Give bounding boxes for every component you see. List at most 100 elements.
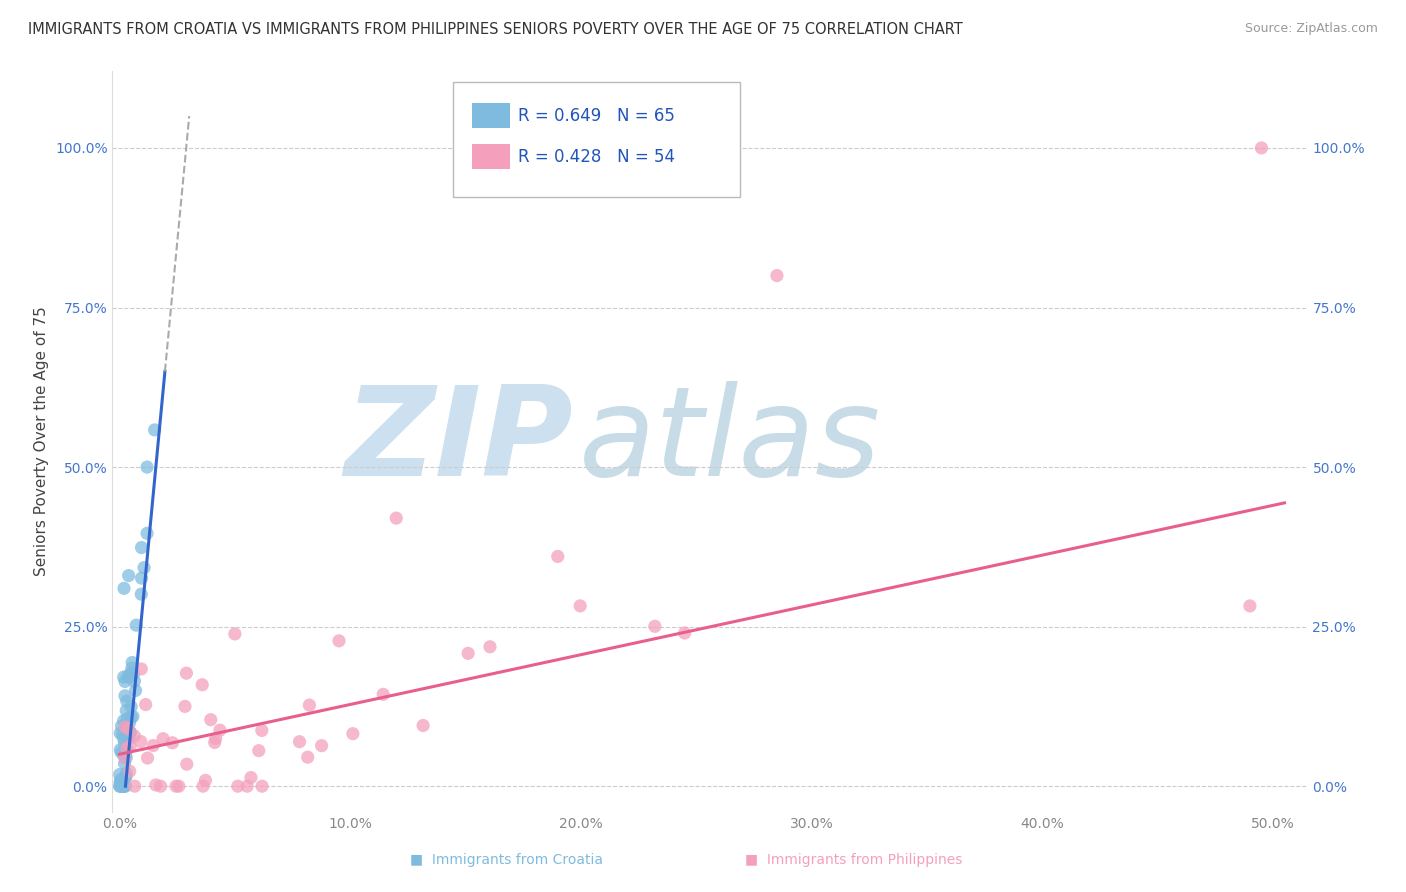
Point <box>112 779 135 793</box>
Point <box>191 779 214 793</box>
Point <box>569 599 592 613</box>
Point <box>176 757 198 772</box>
Point <box>118 715 141 730</box>
Point <box>112 779 135 793</box>
Point <box>247 744 270 758</box>
Point <box>114 756 136 771</box>
Point <box>149 779 172 793</box>
FancyBboxPatch shape <box>453 82 740 197</box>
Point <box>224 627 246 641</box>
Point <box>114 674 136 689</box>
Text: ■  Immigrants from Philippines: ■ Immigrants from Philippines <box>745 853 962 866</box>
FancyBboxPatch shape <box>472 144 510 169</box>
Point <box>121 661 143 675</box>
Point <box>1239 599 1261 613</box>
Point <box>129 587 152 601</box>
Point <box>162 736 184 750</box>
Point <box>373 687 395 701</box>
Point <box>122 667 145 681</box>
Point <box>644 619 666 633</box>
Point <box>176 666 198 681</box>
Point <box>385 511 408 525</box>
Point <box>117 722 139 736</box>
Point <box>766 268 789 283</box>
Point <box>117 568 139 582</box>
Point <box>115 694 138 708</box>
Point <box>131 571 153 585</box>
Point <box>114 747 136 761</box>
Point <box>120 739 142 754</box>
Point <box>115 750 138 764</box>
Point <box>110 719 132 733</box>
Point <box>108 779 131 793</box>
Point <box>191 678 214 692</box>
Point <box>124 779 146 793</box>
Point <box>114 750 136 764</box>
Point <box>115 704 138 718</box>
Point <box>118 725 141 739</box>
Point <box>250 779 273 793</box>
Point <box>298 698 321 712</box>
Point <box>117 669 139 683</box>
Point <box>132 560 155 574</box>
Point <box>250 723 273 738</box>
Point <box>111 773 134 788</box>
Point <box>120 725 142 739</box>
Y-axis label: Seniors Poverty Over the Age of 75: Seniors Poverty Over the Age of 75 <box>34 307 49 576</box>
Point <box>136 526 159 541</box>
Point <box>120 666 142 681</box>
Point <box>311 739 333 753</box>
Point <box>114 750 136 764</box>
Text: R = 0.649   N = 65: R = 0.649 N = 65 <box>517 107 675 125</box>
Point <box>165 779 187 793</box>
Point <box>115 730 138 744</box>
Point <box>114 736 136 750</box>
Point <box>122 709 145 723</box>
Text: ■  Immigrants from Croatia: ■ Immigrants from Croatia <box>411 853 603 866</box>
Point <box>114 689 136 703</box>
Point <box>457 646 479 660</box>
Point <box>118 764 141 779</box>
Text: IMMIGRANTS FROM CROATIA VS IMMIGRANTS FROM PHILIPPINES SENIORS POVERTY OVER THE : IMMIGRANTS FROM CROATIA VS IMMIGRANTS FR… <box>28 22 963 37</box>
Point <box>174 699 197 714</box>
Point <box>114 770 136 784</box>
Point <box>114 769 136 783</box>
Point <box>135 698 157 712</box>
Point <box>125 618 148 632</box>
Point <box>200 713 222 727</box>
Point <box>120 699 142 714</box>
Point <box>129 662 152 676</box>
Point <box>108 779 131 793</box>
Point <box>117 712 139 726</box>
Point <box>115 766 138 780</box>
Point <box>112 670 135 684</box>
Point <box>111 779 134 793</box>
Text: Source: ZipAtlas.com: Source: ZipAtlas.com <box>1244 22 1378 36</box>
Point <box>112 748 135 763</box>
Point <box>129 734 152 748</box>
Point <box>111 779 134 793</box>
Point <box>124 683 146 698</box>
Point <box>112 779 135 793</box>
Point <box>547 549 569 564</box>
Point <box>110 779 132 793</box>
Point <box>226 779 249 793</box>
Point <box>1250 141 1272 155</box>
Point <box>121 656 143 670</box>
Text: atlas: atlas <box>579 381 880 502</box>
Point <box>112 582 135 596</box>
Point <box>108 726 131 740</box>
Point <box>124 729 146 743</box>
Point <box>114 720 136 734</box>
Point <box>110 746 132 760</box>
Point <box>194 773 217 788</box>
Point <box>118 731 141 746</box>
Point <box>342 727 364 741</box>
Point <box>114 779 136 793</box>
Text: ZIP: ZIP <box>344 381 572 502</box>
Point <box>142 739 165 753</box>
Text: R = 0.428   N = 54: R = 0.428 N = 54 <box>517 147 675 166</box>
Point <box>114 746 136 760</box>
Point <box>115 741 138 756</box>
Point <box>111 727 134 741</box>
